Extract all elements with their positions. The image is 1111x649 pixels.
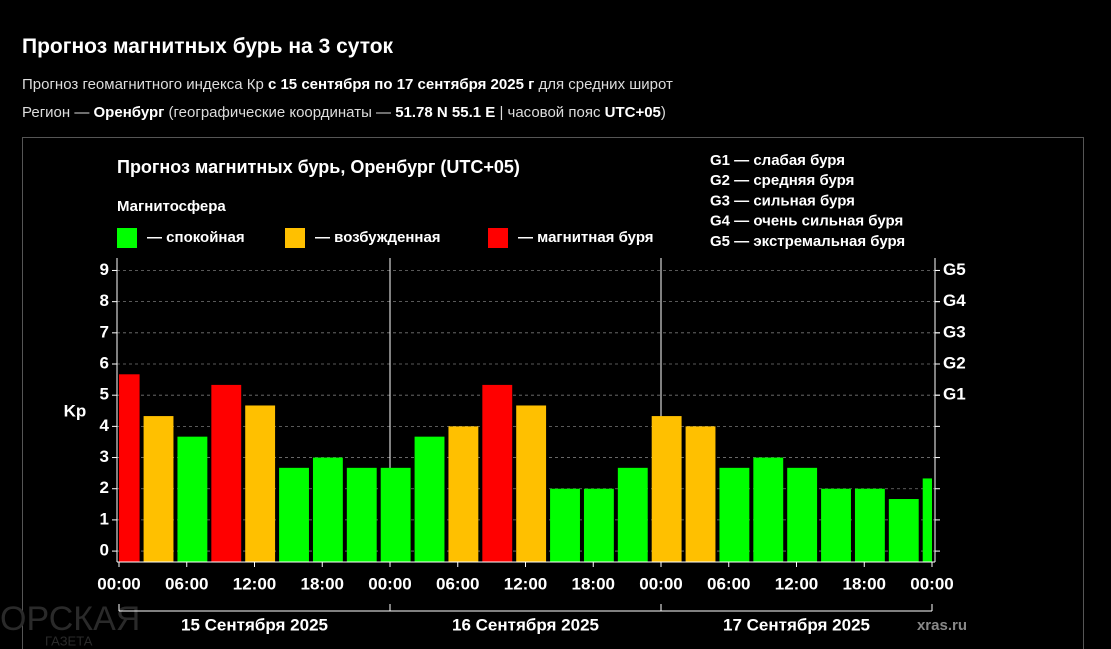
bar bbox=[279, 467, 309, 562]
legend-swatch bbox=[117, 228, 137, 248]
bar bbox=[550, 488, 580, 562]
x-tick-label: 18:00 bbox=[301, 574, 344, 593]
chart-title: Прогноз магнитных бурь, Оренбург (UTC+05… bbox=[117, 157, 520, 177]
bar bbox=[346, 467, 377, 562]
legend-title: Магнитосфера bbox=[117, 198, 226, 215]
bar bbox=[787, 467, 818, 562]
y-tick-label: 8 bbox=[100, 291, 109, 310]
x-tick-label: 00:00 bbox=[639, 574, 682, 593]
region: Оренбург bbox=[93, 104, 165, 121]
subtitle: Прогноз геомагнитного индекса Кр с 15 се… bbox=[22, 76, 673, 93]
source: xras.ru bbox=[917, 617, 967, 634]
y2-tick-label: G4 bbox=[943, 291, 966, 310]
bar bbox=[651, 416, 682, 562]
y2-tick-label: G3 bbox=[943, 322, 966, 341]
x-tick-label: 12:00 bbox=[504, 574, 547, 593]
bar bbox=[448, 426, 479, 562]
date-label: 16 Сентября 2025 bbox=[452, 615, 599, 634]
y-tick-label: 4 bbox=[100, 416, 110, 435]
legend-swatch bbox=[285, 228, 305, 248]
x-tick-label: 06:00 bbox=[165, 574, 208, 593]
x-tick-label: 12:00 bbox=[775, 574, 818, 593]
x-tick-label: 06:00 bbox=[436, 574, 479, 593]
bar bbox=[119, 374, 140, 562]
legend-label: — магнитная буря bbox=[518, 229, 654, 246]
legend-swatch bbox=[488, 228, 508, 248]
date-label: 15 Сентября 2025 bbox=[181, 615, 328, 634]
logo-subtitle: ГАЗЕТА bbox=[45, 633, 93, 648]
x-tick-label: 18:00 bbox=[843, 574, 886, 593]
text: (географические координаты — bbox=[168, 104, 392, 121]
bar bbox=[583, 488, 614, 562]
bar bbox=[617, 467, 648, 562]
bar bbox=[821, 488, 851, 562]
x-tick-label: 12:00 bbox=[233, 574, 276, 593]
y2-tick-label: G2 bbox=[943, 353, 966, 372]
logo: ОРСКАЯ bbox=[0, 600, 140, 638]
y-tick-label: 9 bbox=[100, 260, 109, 279]
text: | часовой пояс bbox=[499, 104, 601, 121]
legend-label: — спокойная bbox=[147, 229, 245, 246]
date-range: с 15 сентября по 17 сентября 2025 г bbox=[267, 76, 535, 93]
bar bbox=[753, 457, 784, 562]
scale-legend-item: G2 — средняя буря bbox=[710, 172, 854, 189]
bar bbox=[922, 478, 932, 562]
date-label: 17 Сентября 2025 bbox=[723, 615, 870, 634]
y2-tick-label: G1 bbox=[943, 385, 966, 404]
legend-label: — возбужденная bbox=[315, 229, 441, 246]
chart-frame bbox=[22, 137, 1084, 649]
text: для средних широт bbox=[538, 76, 673, 93]
y2-tick-label: G5 bbox=[943, 260, 966, 279]
bar bbox=[888, 499, 919, 562]
scale-legend-item: G4 — очень сильная буря bbox=[710, 213, 903, 230]
text: ) bbox=[660, 104, 666, 121]
y-tick-label: 2 bbox=[100, 478, 109, 497]
bar bbox=[312, 457, 343, 562]
bar bbox=[685, 426, 716, 562]
y-axis-label: Kp bbox=[64, 401, 87, 420]
coordinates: 51.78 N 55.1 E bbox=[395, 104, 496, 121]
x-tick-label: 00:00 bbox=[97, 574, 140, 593]
bar bbox=[719, 467, 750, 562]
y-tick-label: 7 bbox=[100, 322, 109, 341]
y-tick-label: 6 bbox=[100, 353, 109, 372]
scale-legend-item: G3 — сильная буря bbox=[710, 192, 855, 209]
x-tick-label: 00:00 bbox=[910, 574, 953, 593]
bar bbox=[211, 384, 242, 562]
bar bbox=[854, 488, 885, 562]
text: Регион — bbox=[22, 104, 90, 121]
y-tick-label: 1 bbox=[100, 509, 109, 528]
bar bbox=[414, 436, 445, 562]
bar bbox=[516, 405, 547, 562]
x-tick-label: 18:00 bbox=[572, 574, 615, 593]
page-title: Прогноз магнитных бурь на 3 суток bbox=[22, 35, 394, 58]
bars bbox=[119, 374, 932, 562]
y-tick-label: 5 bbox=[100, 385, 109, 404]
bar bbox=[177, 436, 208, 562]
scale-legend-item: G5 — экстремальная буря bbox=[710, 233, 905, 250]
x-tick-label: 06:00 bbox=[707, 574, 750, 593]
scale-legend-item: G1 — слабая буря bbox=[710, 152, 845, 169]
y-tick-label: 3 bbox=[100, 447, 109, 466]
bar bbox=[380, 467, 411, 562]
y-tick-label: 0 bbox=[100, 541, 109, 560]
text: Прогноз геомагнитного индекса Кр bbox=[22, 76, 264, 93]
bar bbox=[482, 384, 513, 562]
timezone: UTC+05 bbox=[604, 104, 661, 121]
bar bbox=[143, 416, 174, 562]
x-tick-label: 00:00 bbox=[368, 574, 411, 593]
bar bbox=[245, 405, 276, 562]
region-line: Регион — Оренбург (географические коорди… bbox=[22, 104, 666, 121]
